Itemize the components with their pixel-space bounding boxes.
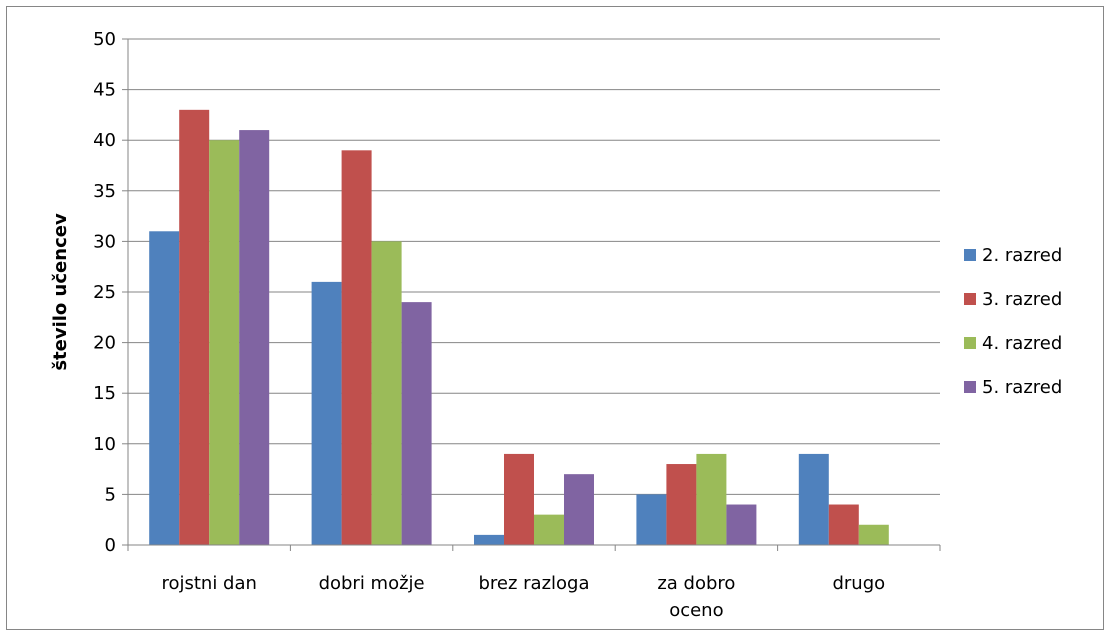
legend-label: 5. razred	[982, 377, 1062, 398]
bar	[828, 504, 859, 545]
bar	[726, 504, 757, 545]
bar	[179, 109, 210, 545]
bar	[666, 464, 697, 545]
legend-swatch	[964, 293, 976, 305]
y-tick-label: 40	[93, 130, 116, 151]
x-tick-label: dobri možje	[319, 573, 425, 594]
bar	[636, 494, 667, 545]
y-tick-label: 15	[93, 383, 116, 404]
bar	[504, 453, 534, 545]
bar	[311, 281, 342, 545]
legend-label: 3. razred	[982, 289, 1062, 310]
y-tick-label: 50	[93, 29, 116, 50]
axes	[122, 38, 941, 551]
legend-swatch	[964, 249, 976, 261]
y-tick-label: 10	[93, 434, 116, 455]
x-tick-label: rojstni dan	[161, 573, 256, 594]
y-tick-label: 30	[93, 231, 116, 252]
legend-label: 4. razred	[982, 333, 1062, 354]
bar	[149, 231, 180, 545]
y-tick-label: 20	[93, 333, 116, 354]
y-tick-label: 45	[93, 80, 116, 101]
bar	[564, 474, 594, 545]
bar	[696, 453, 727, 545]
legend: 2. razred 3. razred 4. razred 5. razred	[964, 245, 1062, 398]
x-tick-label: za dobro	[657, 573, 735, 594]
y-axis-label: število učencev	[50, 213, 71, 371]
bar	[401, 302, 432, 545]
bar	[209, 140, 240, 545]
bar	[534, 514, 564, 545]
y-tick-label: 25	[93, 282, 116, 303]
x-tick-label: oceno	[669, 600, 723, 621]
legend-swatch	[964, 381, 976, 393]
legend-swatch	[964, 337, 976, 349]
bar	[341, 150, 372, 545]
bar	[858, 524, 889, 545]
y-tick-label: 0	[105, 535, 116, 556]
legend-label: 2. razred	[982, 245, 1062, 266]
bar	[239, 130, 270, 545]
x-tick-labels: rojstni dan dobri možje brez razloga za dob…	[161, 573, 885, 621]
bar	[371, 241, 402, 545]
y-tick-labels: 0 5 10 15 20 25 30 35 40 45 50	[93, 29, 116, 556]
y-tick-label: 35	[93, 181, 116, 202]
bar	[798, 453, 829, 545]
y-tick-label: 5	[105, 484, 116, 505]
bar	[474, 534, 504, 545]
bars	[149, 109, 889, 545]
x-tick-label: drugo	[832, 573, 885, 594]
x-tick-label: brez razloga	[478, 573, 589, 594]
